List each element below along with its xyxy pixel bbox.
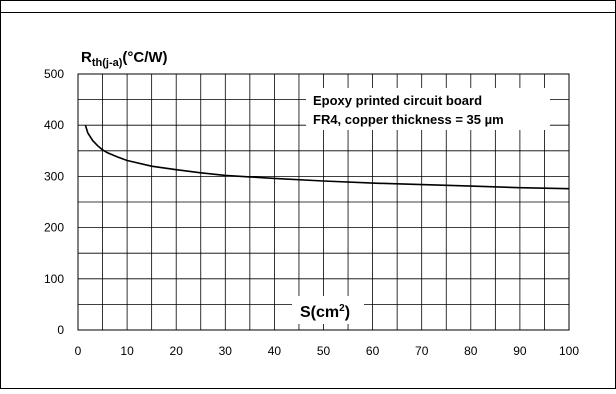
x-tick-label: 40 bbox=[268, 344, 282, 358]
y-tick-label: 200 bbox=[44, 221, 64, 235]
series-line bbox=[84, 124, 570, 190]
x-tick-labels: 0 10 20 30 40 50 60 70 80 90 100 bbox=[75, 344, 580, 358]
annotation-box bbox=[306, 88, 550, 130]
x-tick-label: 10 bbox=[120, 344, 134, 358]
y-tick-label: 100 bbox=[44, 272, 64, 286]
annotation-line-2: FR4, copper thickness = 35 µm bbox=[313, 112, 504, 127]
x-tick-label: 60 bbox=[366, 344, 380, 358]
x-axis-label: S(cm2) bbox=[300, 303, 350, 321]
x-tick-label: 100 bbox=[559, 344, 579, 358]
x-tick-label: 0 bbox=[75, 344, 82, 358]
annotation-line-1: Epoxy printed circuit board bbox=[313, 93, 482, 108]
x-axis-label-box bbox=[292, 296, 364, 324]
x-tick-label: 20 bbox=[170, 344, 184, 358]
y-tick-label: 0 bbox=[57, 323, 64, 337]
y-tick-label: 500 bbox=[44, 67, 64, 81]
y-tick-label: 400 bbox=[44, 118, 64, 132]
x-tick-label: 70 bbox=[415, 344, 429, 358]
plot-area-border bbox=[77, 73, 570, 331]
y-axis-label: Rth(j-a)(°C/W) bbox=[81, 49, 168, 69]
x-tick-label: 90 bbox=[513, 344, 527, 358]
x-tick-label: 80 bbox=[464, 344, 478, 358]
x-tick-label: 30 bbox=[219, 344, 233, 358]
y-tick-label: 300 bbox=[44, 169, 64, 183]
y-tick-labels: 0 100 200 300 400 500 bbox=[44, 67, 64, 337]
x-tick-label: 50 bbox=[317, 344, 331, 358]
